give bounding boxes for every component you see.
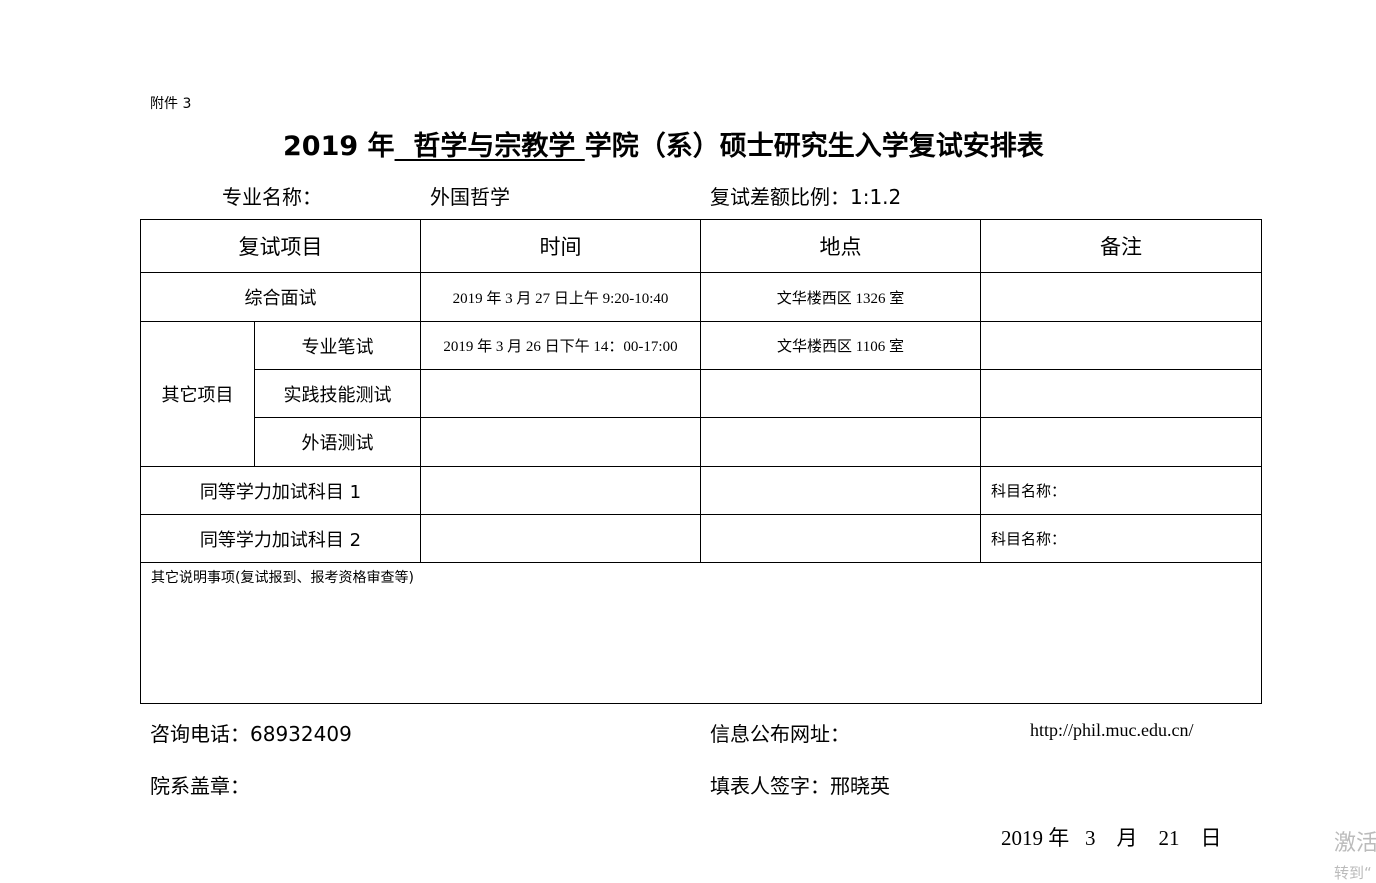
table-row: 同等学力加试科目 1 科目名称： [140, 466, 1262, 515]
date: 2019 年 3 月 21 日 [1001, 826, 1222, 850]
note-cell [980, 369, 1262, 418]
website-link[interactable]: http://phil.muc.edu.cn/ [1030, 720, 1194, 740]
note-cell [980, 417, 1262, 467]
header-note: 备注 [980, 219, 1262, 273]
table-row: 实践技能测试 [141, 369, 1262, 418]
place-cell: 文华楼西区 1106 室 [700, 321, 981, 370]
phone: 咨询电话：68932409 [150, 722, 352, 746]
title-rest: 学院（系）硕士研究生入学复试安排表 [584, 131, 1044, 162]
time-cell [420, 514, 701, 563]
header-time: 时间 [420, 219, 701, 273]
major-value: 外国哲学 [430, 185, 510, 209]
place-cell: 文华楼西区 1326 室 [700, 272, 981, 322]
table-row: 综合面试 2019 年 3 月 27 日上午 9:20-10:40 文华楼西区 … [140, 272, 1262, 322]
table-row: 外语测试 [141, 417, 1262, 467]
filler-signature: 填表人签字：邢晓英 [710, 774, 890, 798]
activation-watermark: 激活 [1334, 831, 1376, 856]
website-label: 信息公布网址： [710, 722, 850, 746]
schedule-table: 复试项目 时间 地点 备注 综合面试 2019 年 3 月 27 日上午 9:2… [140, 219, 1262, 704]
time-cell: 2019 年 3 月 26 日下午 14：00-17:00 [420, 321, 701, 370]
place-cell [700, 514, 981, 563]
activation-watermark-sub: 转到“ [1334, 864, 1372, 882]
page-title: 2019 年 哲学与宗教学 学院（系）硕士研究生入学复试安排表 [283, 124, 1044, 163]
header-item: 复试项目 [140, 219, 421, 273]
place-cell [700, 369, 981, 418]
title-year: 2019 年 [283, 131, 395, 162]
header-place: 地点 [700, 219, 981, 273]
place-cell [700, 466, 981, 515]
note-cell [980, 272, 1262, 322]
seal-label: 院系盖章： [150, 774, 250, 798]
table-row: 其它项目 专业笔试 2019 年 3 月 26 日下午 14：00-17:00 … [140, 321, 1262, 467]
note-cell: 科目名称： [980, 466, 1262, 515]
item-cell: 同等学力加试科目 2 [140, 514, 421, 563]
other-group-cell: 其它项目 [140, 321, 255, 467]
note-cell: 科目名称： [980, 514, 1262, 563]
time-cell: 2019 年 3 月 27 日上午 9:20-10:40 [420, 272, 701, 322]
time-cell [420, 466, 701, 515]
place-cell [700, 417, 981, 467]
item-cell: 同等学力加试科目 1 [140, 466, 421, 515]
item-cell: 外语测试 [254, 417, 421, 467]
remarks-cell: 其它说明事项(复试报到、报考资格审查等) [140, 562, 1262, 704]
item-cell: 专业笔试 [254, 321, 421, 370]
ratio-label: 复试差额比例：1:1.2 [710, 185, 902, 209]
header-row: 复试项目 时间 地点 备注 [140, 219, 1262, 273]
item-cell: 综合面试 [140, 272, 421, 322]
major-label: 专业名称： [222, 185, 322, 209]
title-college: 哲学与宗教学 [394, 131, 585, 162]
note-cell [980, 321, 1262, 370]
time-cell [420, 369, 701, 418]
remarks-row: 其它说明事项(复试报到、报考资格审查等) [140, 562, 1262, 704]
time-cell [420, 417, 701, 467]
attachment-label: 附件 3 [150, 96, 192, 112]
item-cell: 实践技能测试 [254, 369, 421, 418]
table-row: 同等学力加试科目 2 科目名称： [140, 514, 1262, 563]
